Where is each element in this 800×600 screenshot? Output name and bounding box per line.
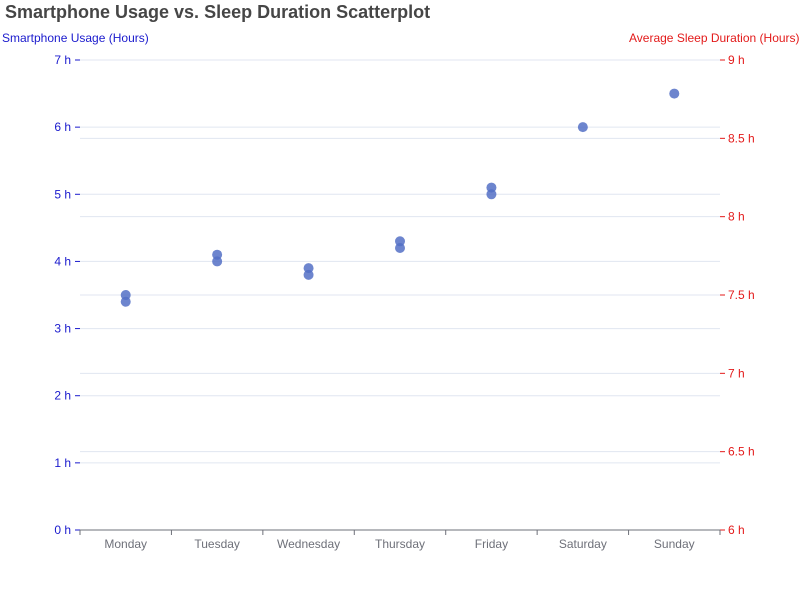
chart-title: Smartphone Usage vs. Sleep Duration Scat… xyxy=(5,2,431,22)
right-tick-label: 6 h xyxy=(728,523,745,537)
data-point xyxy=(486,189,497,200)
right-axis-label: Average Sleep Duration (Hours) xyxy=(629,31,800,45)
right-tick-label: 8.5 h xyxy=(728,131,755,145)
left-axis-label: Smartphone Usage (Hours) xyxy=(2,31,149,45)
x-tick-label: Tuesday xyxy=(194,537,240,551)
right-tick-label: 6.5 h xyxy=(728,445,755,459)
left-tick-label: 1 h xyxy=(54,456,71,470)
left-tick-label: 0 h xyxy=(54,523,71,537)
right-tick-label: 8 h xyxy=(728,210,745,224)
tick-labels: 0 h 1 h 2 h 3 h 4 h 5 h 6 h 7 h 6 h 6.5 h 7 h 7.5 h… xyxy=(54,53,754,551)
data-point xyxy=(212,256,223,267)
x-tick-label: Wednesday xyxy=(277,537,340,551)
left-tick-label: 6 h xyxy=(54,120,71,134)
data-point xyxy=(303,269,314,280)
gridlines xyxy=(80,59,720,464)
left-tick-label: 4 h xyxy=(54,254,71,268)
right-tick-label: 7 h xyxy=(728,366,745,380)
left-tick-label: 5 h xyxy=(54,187,71,201)
data-point xyxy=(395,243,405,253)
right-tick-label: 9 h xyxy=(728,53,745,67)
left-tick-label: 2 h xyxy=(54,389,71,403)
left-tick-label: 7 h xyxy=(54,53,71,67)
x-tick-label: Saturday xyxy=(559,537,607,551)
axes xyxy=(75,59,725,535)
data-point xyxy=(669,88,680,99)
x-tick-label: Friday xyxy=(475,537,508,551)
x-tick-label: Sunday xyxy=(654,537,695,551)
left-tick-label: 3 h xyxy=(54,322,71,336)
right-tick-label: 7.5 h xyxy=(728,288,755,302)
x-tick-label: Thursday xyxy=(375,537,425,551)
data-points xyxy=(120,88,680,307)
data-point xyxy=(120,296,131,307)
x-tick-label: Monday xyxy=(104,537,147,551)
data-point xyxy=(577,122,588,133)
